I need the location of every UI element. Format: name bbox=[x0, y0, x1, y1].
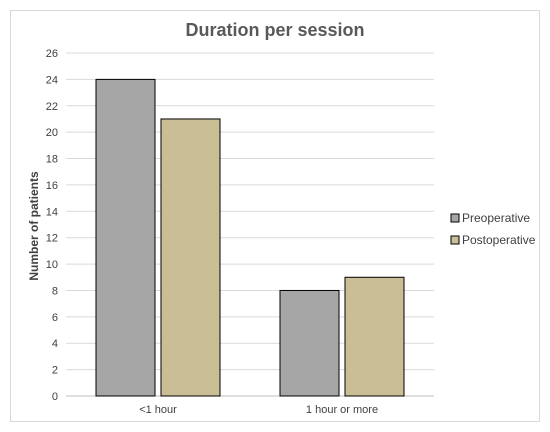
legend-swatch bbox=[450, 213, 460, 223]
y-tick-label: 10 bbox=[46, 259, 58, 271]
bar-preoperative bbox=[95, 78, 156, 397]
x-tick-labels: <1 hour 1 hour or more bbox=[139, 404, 378, 416]
y-tick-label: 14 bbox=[46, 206, 58, 218]
y-tick-label: 4 bbox=[52, 338, 58, 350]
bar-preoperative bbox=[279, 289, 340, 397]
y-tick-label: 6 bbox=[52, 312, 58, 324]
legend: Preoperative Postoperative bbox=[450, 211, 536, 247]
chart-title: Duration per session bbox=[185, 20, 364, 40]
y-tick-label: 16 bbox=[46, 180, 58, 192]
x-tick-label: <1 hour bbox=[139, 404, 177, 416]
y-tick-label: 22 bbox=[46, 101, 58, 113]
bars bbox=[95, 78, 405, 397]
bar-postoperative bbox=[344, 276, 405, 397]
y-tick-label: 0 bbox=[52, 391, 58, 403]
y-tick-label: 20 bbox=[46, 127, 58, 139]
legend-label: Postoperative bbox=[462, 233, 536, 247]
y-tick-label: 26 bbox=[46, 48, 58, 60]
y-tick-label: 12 bbox=[46, 233, 58, 245]
legend-label: Preoperative bbox=[462, 211, 530, 225]
bar-postoperative bbox=[160, 118, 221, 397]
y-tick-label: 8 bbox=[52, 285, 58, 297]
y-tick-label: 2 bbox=[52, 365, 58, 377]
legend-swatch bbox=[450, 235, 460, 245]
y-tick-label: 24 bbox=[46, 74, 58, 86]
y-axis-title: Number of patients bbox=[27, 171, 41, 281]
x-tick-label: 1 hour or more bbox=[306, 404, 378, 416]
y-tick-label: 18 bbox=[46, 154, 58, 166]
